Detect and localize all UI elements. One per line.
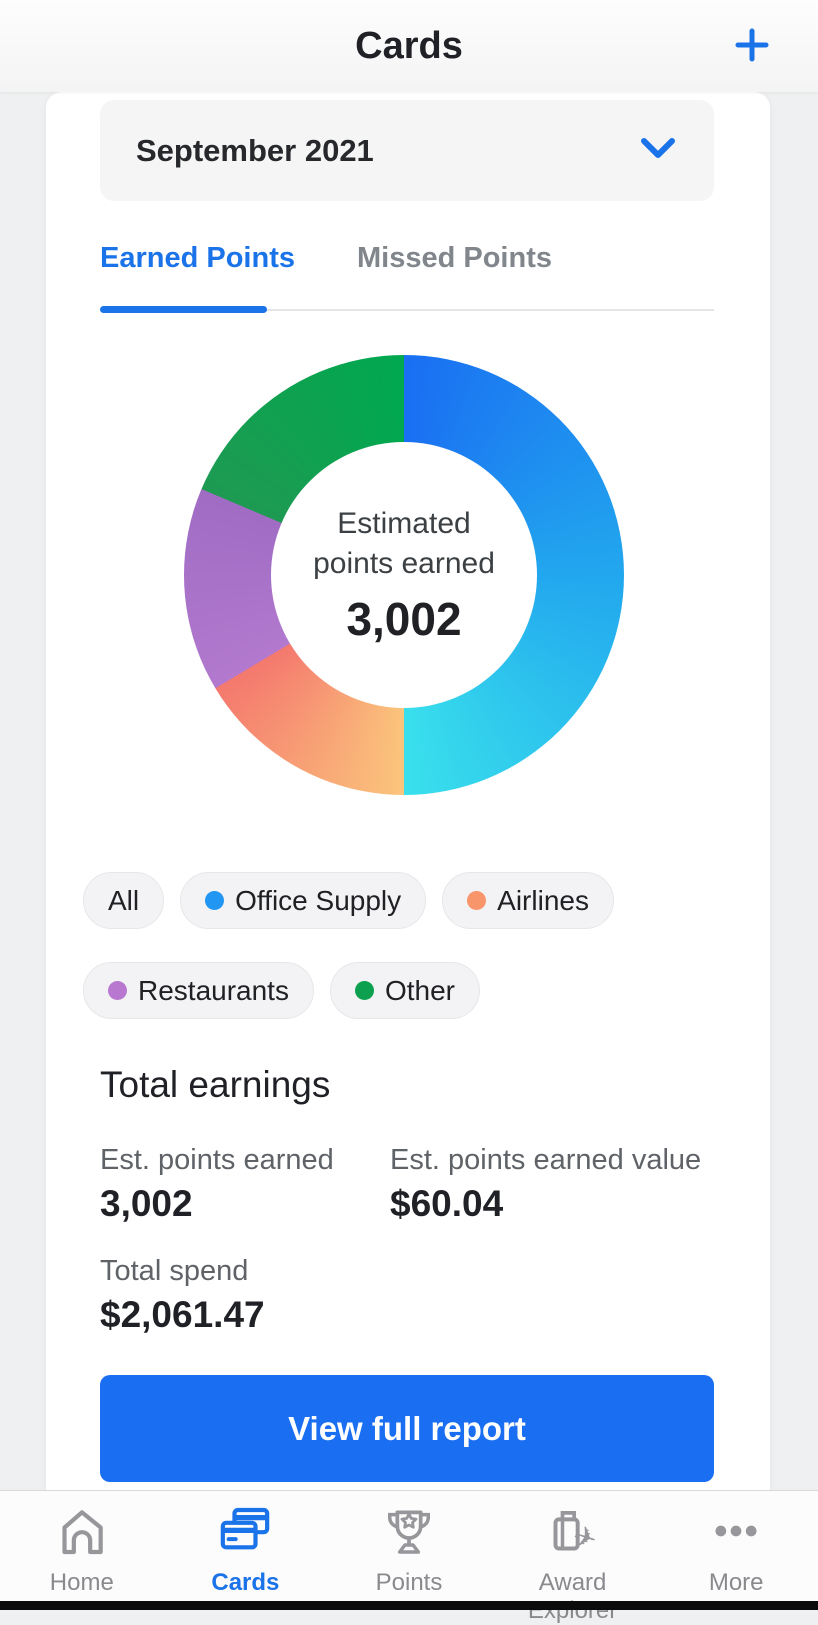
content-card: September 2021 Earned Points Missed Poin… (46, 92, 770, 1492)
nav-label: Award Explorer (527, 1569, 618, 1624)
bottom-navigation: Home Cards Points (0, 1490, 818, 1624)
nav-item-points[interactable]: Points (327, 1491, 491, 1610)
nav-item-cards[interactable]: Cards (164, 1491, 328, 1610)
stat-est-points-earned: Est. points earned 3,002 (100, 1144, 390, 1225)
nav-item-award-explorer[interactable]: ✈ Award Explorer (491, 1491, 655, 1624)
stat-label: Est. points earned (100, 1144, 334, 1176)
suitcase-plane-icon: ✈ (545, 1503, 601, 1562)
chip-label: Restaurants (138, 974, 289, 1006)
donut-center: Estimated points earned 3,002 (271, 442, 537, 708)
stat-total-spend: Total spend $2,061.47 (100, 1255, 390, 1336)
points-tabs: Earned Points Missed Points (100, 242, 714, 313)
nav-label: More (708, 1569, 764, 1596)
month-selector-value: September 2021 (136, 132, 374, 168)
chip-label: All (108, 884, 140, 916)
chip-dot (354, 981, 374, 1000)
chip-dot (108, 981, 127, 1000)
nav-label: Home (49, 1569, 114, 1596)
chevron-down-icon (638, 133, 678, 168)
donut-center-label-line2: points earned (313, 547, 495, 580)
tab-missed-points[interactable]: Missed Points (357, 242, 552, 274)
app-header: Cards (0, 0, 818, 92)
stat-value: 3,002 (100, 1183, 193, 1224)
svg-text:✈: ✈ (568, 1518, 600, 1557)
chip-label: Airlines (497, 884, 589, 916)
nav-label: Cards (211, 1569, 280, 1596)
tab-earned-points[interactable]: Earned Points (100, 242, 295, 274)
chip-label: Other (384, 974, 455, 1006)
chip-label: Office Supply (235, 884, 402, 916)
chip-all[interactable]: All (83, 872, 165, 929)
active-tab-indicator (100, 306, 267, 313)
donut-chart[interactable]: Estimated points earned 3,002 (184, 355, 624, 795)
view-full-report-button[interactable]: View full report (100, 1375, 714, 1482)
trophy-icon (381, 1503, 437, 1562)
total-earnings-heading: Total earnings (100, 1064, 331, 1105)
nav-label: Points (375, 1569, 443, 1596)
nav-item-more[interactable]: More (654, 1491, 818, 1610)
more-dots-icon (708, 1503, 764, 1562)
chip-dot (205, 891, 225, 910)
stat-value: $2,061.47 (100, 1294, 265, 1335)
nav-item-home[interactable]: Home (0, 1491, 164, 1610)
chip-office-supply[interactable]: Office Supply (180, 872, 427, 929)
cards-icon (217, 1503, 273, 1562)
chip-dot (467, 891, 487, 910)
category-legend: All Office Supply Airlines Restaurants O… (83, 872, 743, 1052)
chip-restaurants[interactable]: Restaurants (83, 962, 314, 1019)
chip-other[interactable]: Other (329, 962, 480, 1019)
donut-center-value: 3,002 (346, 593, 462, 645)
stat-label: Est. points earned value (390, 1144, 702, 1176)
page-title: Cards (355, 24, 463, 67)
month-selector[interactable]: September 2021 (100, 100, 714, 201)
tab-track (100, 306, 714, 313)
chip-airlines[interactable]: Airlines (442, 872, 614, 929)
plus-icon (732, 25, 772, 68)
stat-value: $60.04 (390, 1183, 504, 1224)
add-card-button[interactable] (726, 20, 778, 72)
home-icon (54, 1503, 110, 1562)
stat-est-points-earned-value: Est. points earned value $60.04 (390, 1144, 714, 1225)
donut-center-label-line1: Estimated (337, 507, 471, 540)
stat-label: Total spend (100, 1255, 249, 1287)
home-indicator-bar (0, 1601, 818, 1610)
total-earnings-section: Total earnings Est. points earned 3,002 … (100, 1064, 714, 1336)
